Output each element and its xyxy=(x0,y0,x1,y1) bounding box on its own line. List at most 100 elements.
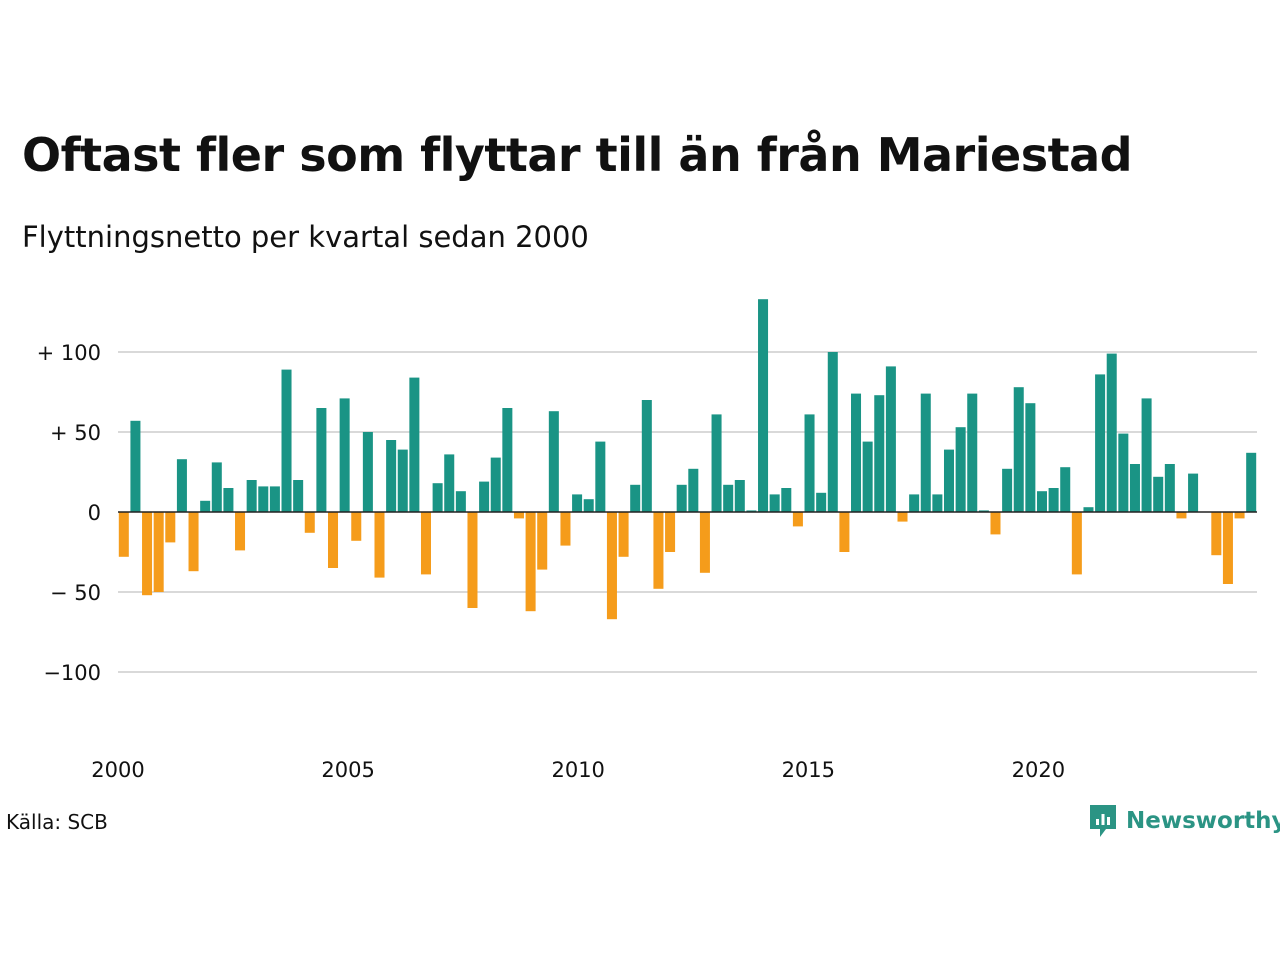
bar xyxy=(1095,374,1106,512)
bar xyxy=(328,512,339,568)
bar xyxy=(502,408,513,512)
bar xyxy=(711,414,722,512)
bar xyxy=(699,512,710,573)
bar xyxy=(943,449,955,512)
bar xyxy=(723,484,734,512)
bar xyxy=(513,512,524,519)
brand-logo: Newsworthy xyxy=(1088,803,1280,839)
bar xyxy=(397,449,408,512)
bar xyxy=(188,512,199,572)
bar xyxy=(467,512,478,608)
bar xyxy=(641,400,652,512)
bar xyxy=(874,395,885,512)
bar xyxy=(1141,398,1152,512)
bar xyxy=(1188,473,1199,512)
bar xyxy=(734,480,745,512)
bar xyxy=(1211,512,1222,556)
bar xyxy=(630,484,641,512)
bar xyxy=(211,462,222,512)
bar xyxy=(1106,353,1117,512)
bar xyxy=(165,512,176,543)
bar xyxy=(479,481,490,512)
bars xyxy=(118,299,1257,620)
bar xyxy=(851,393,862,512)
bar xyxy=(1153,476,1164,512)
bar xyxy=(885,366,896,512)
bar xyxy=(804,414,815,512)
bar xyxy=(897,512,908,522)
bar xyxy=(781,488,792,512)
bar xyxy=(223,488,234,512)
bar xyxy=(246,480,257,512)
x-tick-label: 2015 xyxy=(782,758,835,782)
bar xyxy=(386,440,397,512)
bar xyxy=(1036,491,1047,512)
bar xyxy=(1013,387,1024,512)
bar xyxy=(653,512,664,589)
bar xyxy=(583,499,594,512)
bar xyxy=(839,512,850,552)
bar xyxy=(1164,464,1175,512)
bar xyxy=(1118,433,1129,512)
y-axis: + 100 + 50 0 − 50 −100 xyxy=(37,341,101,685)
bar xyxy=(769,494,780,512)
bar xyxy=(420,512,431,575)
y-tick-label: + 50 xyxy=(50,421,101,445)
bar xyxy=(990,512,1001,535)
bar xyxy=(293,480,304,512)
bar xyxy=(560,512,571,546)
chart-title: Oftast fler som flyttar till än från Mar… xyxy=(22,128,1133,182)
grid-lines xyxy=(118,351,1257,673)
bar xyxy=(758,299,769,512)
bar xyxy=(978,510,989,512)
bar xyxy=(665,512,676,552)
bar xyxy=(676,484,687,512)
bar xyxy=(362,432,373,512)
bar xyxy=(432,483,443,512)
bar xyxy=(304,512,315,533)
bar xyxy=(130,420,141,512)
bar xyxy=(792,512,803,527)
bar xyxy=(455,491,466,512)
bar xyxy=(176,459,187,512)
bar xyxy=(688,468,699,512)
y-tick-label: 0 xyxy=(88,501,101,525)
bar xyxy=(1025,403,1036,512)
x-tick-label: 2020 xyxy=(1012,758,1065,782)
bar xyxy=(525,512,536,612)
bar xyxy=(339,398,350,512)
bar xyxy=(932,494,943,512)
bar xyxy=(618,512,629,557)
bar xyxy=(1071,512,1082,575)
y-tick-label: −100 xyxy=(43,661,101,685)
bar xyxy=(548,411,559,512)
bar xyxy=(606,512,617,620)
x-tick-label: 2005 xyxy=(321,758,374,782)
bar xyxy=(200,500,211,512)
bar xyxy=(444,454,455,512)
x-tick-label: 2010 xyxy=(551,758,604,782)
bar xyxy=(595,441,606,512)
bar xyxy=(281,369,292,512)
bar xyxy=(1176,512,1187,519)
x-tick-label: 2000 xyxy=(91,758,144,782)
bar xyxy=(374,512,385,578)
bar xyxy=(955,427,966,512)
bar xyxy=(862,441,873,512)
bar xyxy=(909,494,920,512)
bar xyxy=(490,457,501,512)
bar xyxy=(827,352,838,512)
chart-subtitle: Flyttningsnetto per kvartal sedan 2000 xyxy=(22,220,589,254)
bar xyxy=(920,393,931,512)
bar xyxy=(746,510,757,512)
bar xyxy=(967,393,978,512)
bar xyxy=(1083,507,1094,512)
bar xyxy=(269,486,280,512)
bar xyxy=(1002,468,1013,512)
bar xyxy=(153,512,164,592)
bar xyxy=(1222,512,1233,584)
x-axis: 2000 2005 2010 2015 2020 xyxy=(91,758,1065,782)
brand-name: Newsworthy xyxy=(1126,808,1280,834)
bar xyxy=(1246,452,1257,512)
